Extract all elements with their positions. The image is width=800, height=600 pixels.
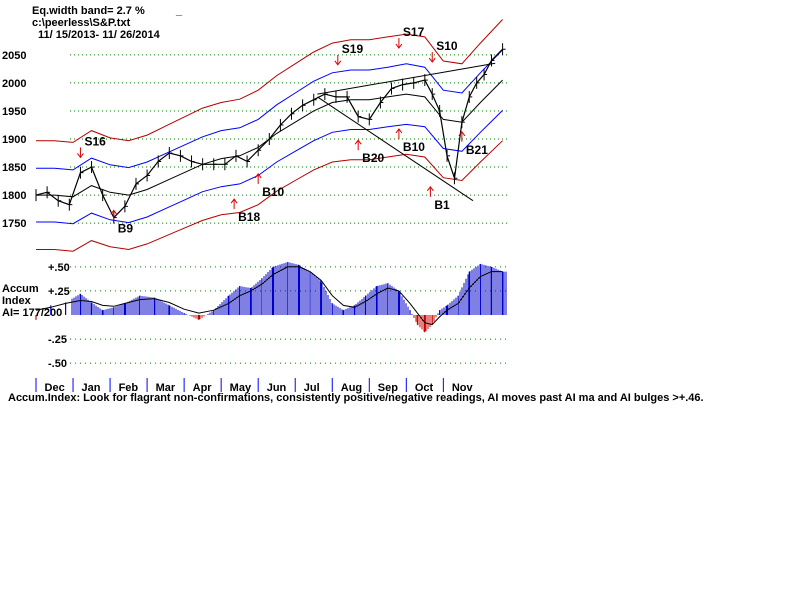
inner-lower-band (36, 110, 503, 225)
band-width-label: Eq.width band= 2.7 % (32, 5, 145, 17)
month-label: Jun (267, 382, 287, 394)
buy-arrow-head (354, 139, 362, 145)
sell-arrow-head (428, 57, 436, 63)
month-label: Jul (304, 382, 320, 394)
outer-upper-band (36, 19, 503, 143)
trend-lines (317, 62, 496, 202)
accum-y-tick: +.50 (48, 262, 70, 274)
month-axis: Dec Jan Feb Mar Apr May Jun Jul Aug Sep Oct Nov (35, 378, 474, 394)
buy-signal-label: B21 (466, 143, 488, 157)
trend-line (317, 96, 474, 202)
price-y-tick: 1900 (2, 134, 26, 146)
buy-signal-label: B9 (118, 221, 134, 235)
buy-arrow-head (254, 173, 262, 179)
month-label: Apr (193, 382, 213, 394)
month-label: Sep (378, 382, 398, 394)
accum-y-tick: -.25 (48, 334, 67, 346)
buy-signal-label: B10 (262, 185, 284, 199)
sell-signal-label: S19 (342, 42, 364, 56)
accum-y-tick: -.50 (48, 358, 67, 370)
buy-arrow-head (426, 185, 434, 192)
buy-signal-label: B1 (434, 198, 450, 212)
price-y-tick: 1950 (2, 106, 26, 118)
index-label: Index (2, 295, 32, 307)
sell-arrow-head (395, 43, 403, 49)
buy-arrow-head (395, 128, 403, 134)
sell-signal-label: S16 (84, 134, 106, 148)
ai-reading-label: AI= 177/200 (2, 307, 62, 319)
buy-arrow-head (458, 130, 466, 137)
month-label: Mar (156, 382, 176, 394)
price-y-tick: 1800 (2, 190, 26, 202)
buy-signal-label: B20 (362, 151, 384, 165)
footer-note: Accum.Index: Look for flagrant non-confi… (8, 392, 704, 404)
accum-moving-average (35, 266, 503, 326)
inner-upper-band (36, 49, 503, 171)
date-range-label: 11/ 15/2013- 11/ 26/2014 (38, 29, 161, 41)
month-label: May (230, 382, 252, 394)
price-series (35, 43, 506, 224)
month-label: Oct (415, 382, 434, 394)
buy-arrow-head (230, 198, 238, 204)
accum-y-tick: +.25 (48, 286, 70, 298)
price-line (35, 48, 504, 219)
buy-signal-label: B18 (238, 210, 260, 224)
month-label: Jan (82, 382, 101, 394)
accum-bars (35, 262, 507, 333)
price-y-tick: 2000 (2, 78, 26, 90)
month-label: Nov (452, 382, 474, 394)
accum-y-axis-labels: +.50 +.25 -.25 -.50 (48, 262, 70, 370)
buy-signal-label: B10 (403, 140, 425, 154)
sell-signal-label: S10 (436, 39, 458, 53)
price-y-tick: 2050 (2, 50, 26, 62)
price-grid (70, 54, 510, 224)
accum-label: Accum (2, 283, 39, 295)
price-y-axis-labels: 1750 1800 1850 1900 1950 2000 2050 (2, 50, 26, 230)
outer-lower-band (36, 140, 503, 252)
sell-signal-label: S17 (403, 25, 425, 39)
data-file-label: c:\peerless\S&P.txt (32, 17, 131, 29)
trend-line (317, 62, 496, 95)
month-label: Dec (45, 382, 65, 394)
sell-arrow-head (77, 153, 84, 159)
band-width-mark: _ (175, 5, 183, 17)
sell-arrow-head (334, 60, 342, 66)
accum-ma-line (35, 266, 503, 326)
month-label: Feb (119, 382, 139, 394)
price-y-tick: 1750 (2, 218, 26, 230)
price-y-tick: 1850 (2, 162, 26, 174)
buy-arrow-head (110, 209, 118, 215)
price-bands (36, 19, 503, 252)
month-label: Aug (341, 382, 362, 394)
